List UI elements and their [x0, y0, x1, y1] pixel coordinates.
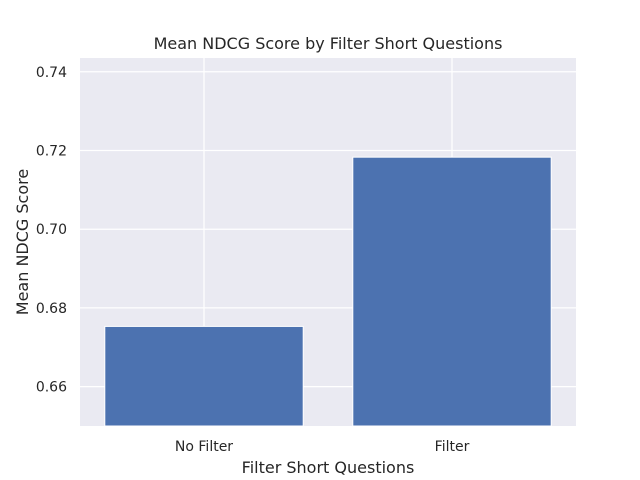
- y-tick-label: 0.72: [36, 143, 67, 159]
- y-tick-label: 0.66: [36, 380, 67, 396]
- y-tick-label: 0.68: [36, 301, 67, 317]
- bars: [104, 156, 552, 427]
- bar-filter: [352, 156, 552, 427]
- chart-title: Mean NDCG Score by Filter Short Question…: [154, 34, 503, 53]
- y-tick-label: 0.70: [36, 222, 67, 238]
- x-tick-label: Filter: [435, 439, 470, 455]
- bar-no-filter: [104, 325, 304, 427]
- x-tick-label: No Filter: [175, 439, 233, 455]
- x-axis-label: Filter Short Questions: [242, 458, 415, 477]
- y-axis-label: Mean NDCG Score: [13, 169, 32, 315]
- x-axis-ticks: No Filter Filter: [175, 439, 470, 455]
- y-tick-label: 0.74: [36, 65, 67, 81]
- y-axis-ticks: 0.66 0.68 0.70 0.72 0.74: [36, 65, 67, 396]
